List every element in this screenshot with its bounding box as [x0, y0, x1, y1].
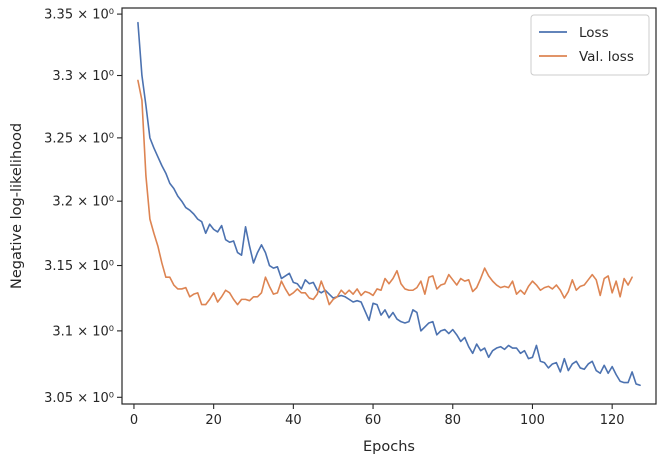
y-tick-label: 3.35 × 10⁰	[44, 8, 114, 23]
y-tick-label: 3.25 × 10⁰	[44, 131, 114, 146]
series-line-val-loss	[137, 79, 633, 306]
legend-box	[530, 14, 650, 76]
x-tick-label: 40	[285, 413, 302, 428]
x-tick-labels: 0 20 40 60 80 100 120	[130, 413, 625, 428]
x-axis-label: Epochs	[363, 439, 415, 455]
y-tick-label: 3.15 × 10⁰	[44, 259, 114, 274]
x-tick-label: 20	[205, 413, 222, 428]
y-tick-label: 3.05 × 10⁰	[44, 391, 114, 406]
y-tick-label: 3.1 × 10⁰	[52, 324, 114, 339]
y-tick-label: 3.3 × 10⁰	[52, 69, 114, 84]
y-tick-label: 3.2 × 10⁰	[52, 195, 114, 210]
x-tick-marks	[133, 404, 613, 409]
x-tick-label: 120	[600, 413, 625, 428]
x-tick-label: 60	[365, 413, 382, 428]
legend-label-loss: Loss	[579, 25, 609, 41]
y-tick-labels: 3.05 × 10⁰ 3.1 × 10⁰ 3.15 × 10⁰ 3.2 × 10⁰ 3.…	[44, 8, 114, 406]
y-axis-label: Negative log-likelihood	[9, 123, 25, 289]
x-tick-label: 80	[444, 413, 461, 428]
x-tick-label: 100	[520, 413, 545, 428]
legend: Loss Val. loss	[530, 14, 650, 76]
plot-frame	[121, 7, 657, 405]
y-tick-marks	[117, 13, 122, 398]
x-tick-label: 0	[130, 413, 138, 428]
legend-label-val-loss: Val. loss	[579, 49, 634, 65]
series-line-loss	[137, 21, 641, 387]
series-lines	[137, 21, 641, 387]
